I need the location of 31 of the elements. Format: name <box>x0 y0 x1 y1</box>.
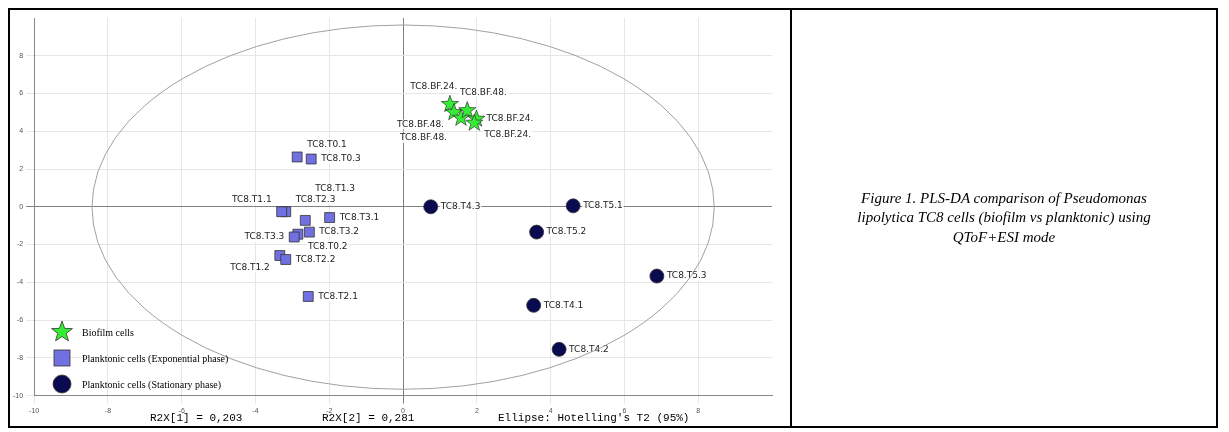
data-label: TC8.T0.1 <box>306 139 347 150</box>
data-label: TC8.BF.24. <box>483 129 532 140</box>
data-label: TC8.T3.3 <box>243 231 285 242</box>
legend-label: Planktonic cells (Stationary phase) <box>82 378 222 390</box>
data-label: TC8.T5.3 <box>665 270 707 281</box>
data-label: TC8.T4.1 <box>542 299 584 310</box>
data-label: TC8.T5.2 <box>545 226 587 237</box>
legend-label: Planktonic cells (Exponential phase) <box>82 352 229 364</box>
data-label: TC8.T1.1 <box>231 194 272 205</box>
data-label: TC8.T3.1 <box>338 211 380 222</box>
data-label: TC8.BF.24. <box>485 113 534 124</box>
data-label: TC8.T5.1 <box>582 200 623 211</box>
data-label: TC8.BF.48. <box>458 86 507 97</box>
data-label: TC8.BF.48. <box>396 118 444 129</box>
text: R2X[2] = 0,281 <box>322 412 415 424</box>
legend-label: Biofilm cells <box>82 326 134 338</box>
text: R2X[1] = 0,203 <box>150 412 243 424</box>
caption: Figure 1. PLS-DA comparison of Pseudomonas lipolytica TC8 cells (biofilm vs planktonic) using QToF+ESI mode <box>856 188 1152 247</box>
data-label: TC8.T4.3 <box>439 201 481 212</box>
data-label: TC8.T3.2 <box>318 226 359 237</box>
data-label: TC8.BF.24. <box>409 80 458 91</box>
data-label: TC8.T0.3 <box>320 153 361 164</box>
data-label: TC8.T0.2 <box>306 240 348 251</box>
data-label: TC8.T2.1 <box>317 290 358 301</box>
data-label: TC8.T2.3 <box>294 194 336 205</box>
text: Ellipse: Hotelling's T2 (95%) <box>498 412 690 424</box>
data-label: TC8.T4.2 <box>568 343 609 354</box>
data-label: TC8.T1.3 <box>314 182 355 193</box>
data-label: TC8.T2.2 <box>294 253 336 264</box>
data-label: TC8.BF.48. <box>399 132 447 143</box>
data-label: TC8.T1.2 <box>229 261 270 272</box>
